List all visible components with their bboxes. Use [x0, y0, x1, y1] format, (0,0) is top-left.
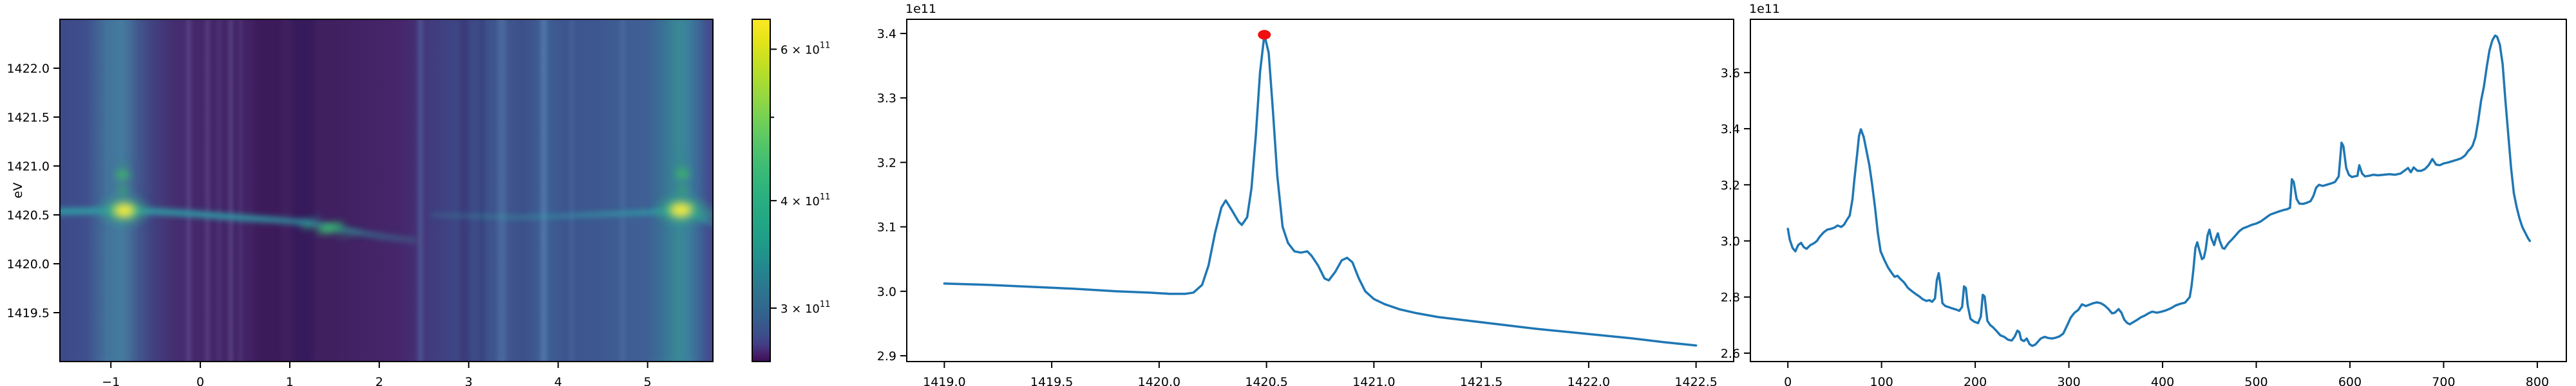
- colorbar-tick-label: 3 × 1011: [781, 300, 830, 316]
- heatmap-base: [60, 19, 713, 362]
- x-tick-label: 300: [2057, 375, 2080, 386]
- heatmap-ylabel: eV: [11, 183, 25, 199]
- stripe: [292, 19, 315, 362]
- data-line: [1786, 34, 2532, 347]
- y-tick-label: 2.6: [1721, 347, 1740, 361]
- x-tick-label: 2: [375, 375, 383, 386]
- y-tick-label: 1422.0: [7, 62, 50, 76]
- colorbar-gradient: [752, 19, 770, 362]
- axes-frame: [59, 19, 714, 362]
- peak-marker: [1258, 30, 1271, 40]
- x-tick-label: 0: [1784, 375, 1792, 386]
- blob: [115, 170, 129, 180]
- y-tick-label: 3.3: [877, 91, 896, 106]
- blob: [676, 169, 690, 179]
- stripe: [239, 19, 243, 362]
- axis-ticks: 0 100 200 300 400 500 600 700 800 2.6 2.8 3.0 3.2 3.4…: [1721, 66, 2549, 386]
- spectrum-panel: 1419.0 1419.5 1420.0 1420.5 1421.0 1421.5 1422…: [877, 2, 1734, 386]
- x-tick-label: 1420.5: [1245, 375, 1287, 386]
- axis-ticks: −1 0 1 2 3 4 5 1419.5 1420.0 1420.5 1421.0 1421.5 14…: [7, 62, 652, 386]
- profile-panel: 0 100 200 300 400 500 600 700 800 2.6 2.8 3.0 3.2 3.4…: [1721, 2, 2567, 386]
- stripe: [217, 19, 221, 362]
- y-tick-label: 3.4: [1721, 122, 1740, 136]
- x-tick-label: 600: [2338, 375, 2362, 386]
- x-tick-label: 500: [2244, 375, 2268, 386]
- heatmap-panel: −1 0 1 2 3 4 5 1419.5 1420.0 1420.5 1421.0 1421.5 14…: [7, 19, 714, 386]
- heatmap-stripes: [186, 19, 625, 362]
- colorbar-frame: [752, 19, 771, 362]
- blob: [298, 217, 322, 226]
- y-tick-label: 3.2: [877, 156, 896, 170]
- stripe: [417, 19, 423, 362]
- colorbar: 3 × 1011 4 × 1011 6 × 1011: [752, 19, 830, 362]
- y-tick-label: 1420.5: [7, 208, 50, 223]
- stripe: [459, 19, 469, 362]
- blob: [676, 207, 687, 214]
- offset-label: 1e11: [1749, 2, 1780, 16]
- heatmap-blobs: [99, 159, 713, 237]
- x-tick-label: 0: [196, 375, 204, 386]
- stripe: [569, 19, 574, 362]
- x-tick-label: 400: [2151, 375, 2174, 386]
- x-tick-label: 1419.0: [923, 375, 965, 386]
- axes-frame: [906, 19, 1734, 362]
- x-tick-label: 1421.5: [1460, 375, 1502, 386]
- stripe: [497, 19, 507, 362]
- x-tick-label: 700: [2432, 375, 2455, 386]
- x-tick-label: 100: [1870, 375, 1893, 386]
- x-tick-label: 5: [644, 375, 652, 386]
- y-tick-label: 3.2: [1721, 178, 1740, 192]
- heatmap-image: [60, 19, 713, 362]
- x-tick-label: 1422.5: [1674, 375, 1717, 386]
- y-tick-label: 3.6: [1721, 66, 1740, 80]
- x-tick-label: 1420.0: [1138, 375, 1180, 386]
- stripe: [620, 19, 625, 362]
- y-tick-label: 1420.0: [7, 257, 50, 271]
- colorbar-tick-label: 6 × 1011: [781, 41, 830, 57]
- axes-frame: [1750, 19, 2567, 362]
- stripe: [480, 19, 485, 362]
- blob: [303, 223, 312, 230]
- stripe: [254, 19, 281, 362]
- blob: [118, 185, 128, 194]
- stripe: [540, 19, 547, 362]
- y-tick-label: 2.9: [877, 349, 896, 363]
- blob: [687, 208, 713, 222]
- stripe: [186, 19, 191, 362]
- x-tick-label: 1: [286, 375, 294, 386]
- x-tick-label: 200: [1964, 375, 1987, 386]
- colorbar-tick-label: 4 × 1011: [781, 192, 830, 208]
- y-tick-label: 1421.5: [7, 111, 50, 125]
- data-line: [943, 33, 1698, 347]
- x-tick-label: 1419.5: [1030, 375, 1073, 386]
- y-tick-label: 3.0: [1721, 234, 1740, 248]
- x-tick-label: 1422.0: [1567, 375, 1610, 386]
- x-tick-label: 800: [2526, 375, 2549, 386]
- blob: [118, 160, 128, 167]
- y-tick-label: 3.1: [877, 221, 896, 235]
- y-tick-label: 3.0: [877, 285, 896, 299]
- x-tick-label: −1: [102, 375, 120, 386]
- heatmap-columns: [111, 19, 692, 362]
- blob: [336, 231, 361, 237]
- x-tick-label: 4: [554, 375, 562, 386]
- y-tick-label: 1421.0: [7, 160, 50, 174]
- blob: [119, 207, 129, 214]
- blob: [679, 186, 688, 194]
- y-tick-label: 1419.5: [7, 306, 50, 320]
- x-tick-label: 3: [465, 375, 473, 386]
- stripe: [205, 19, 210, 362]
- offset-label: 1e11: [905, 2, 936, 16]
- y-tick-label: 3.4: [877, 27, 896, 41]
- axis-ticks: 1419.0 1419.5 1420.0 1420.5 1421.0 1421.5 1422…: [877, 27, 1718, 386]
- x-tick-label: 1421.0: [1352, 375, 1395, 386]
- blob: [677, 159, 687, 165]
- blob: [321, 225, 334, 232]
- stripe: [228, 19, 233, 362]
- y-tick-label: 2.8: [1721, 291, 1740, 305]
